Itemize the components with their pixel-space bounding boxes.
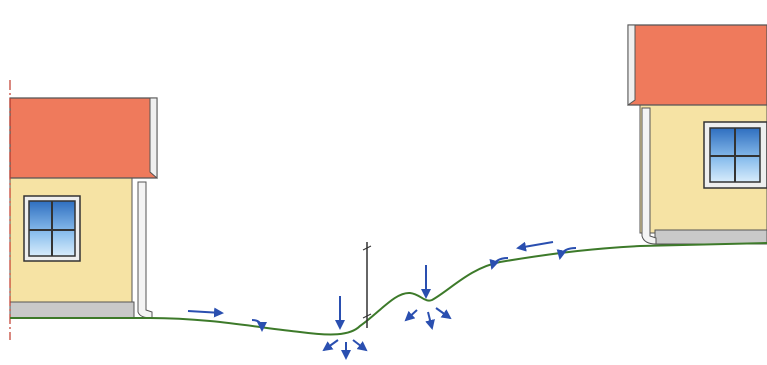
- flow-arrow: [353, 340, 366, 350]
- flow-arrow: [428, 312, 432, 328]
- flow-arrow: [188, 311, 222, 313]
- roof-edge: [150, 98, 157, 178]
- left-house: [10, 80, 157, 340]
- right-house: [628, 25, 767, 244]
- foundation: [655, 230, 767, 244]
- page: (() => { const data = JSON.parse(documen…: [0, 0, 767, 365]
- flow-arrow: [406, 310, 417, 320]
- roof-edge: [628, 25, 635, 105]
- roof: [628, 25, 767, 105]
- flow-arrow: [324, 340, 338, 350]
- drainage-illustration: [0, 0, 767, 365]
- flow-arrow: [436, 308, 450, 318]
- flow-arrow: [518, 242, 553, 248]
- foundation: [10, 302, 134, 318]
- flow-arrow: [252, 320, 262, 330]
- roof: [10, 98, 157, 178]
- downspout: [138, 182, 152, 318]
